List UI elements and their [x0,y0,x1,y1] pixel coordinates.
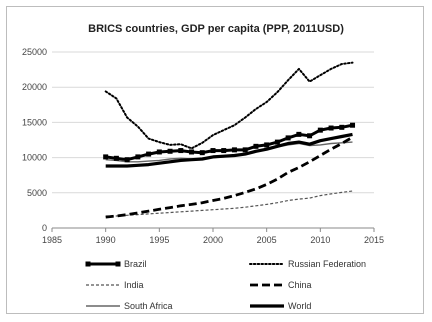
data-point [135,154,141,160]
y-tick-label: 15000 [22,117,47,127]
data-point [253,143,259,149]
legend-marker [85,261,91,267]
data-point [189,149,195,155]
legend-label: India [124,280,144,290]
legend-item: Brazil [85,259,147,269]
x-tick-label: 2010 [310,235,330,245]
series-group [103,61,356,219]
legend-label: Brazil [124,259,147,269]
x-tick-label: 2015 [364,235,384,245]
legend-item: India [86,280,144,290]
legend-label: China [288,280,312,290]
data-point [328,125,334,131]
x-tick-label: 1985 [42,235,62,245]
data-point [103,154,109,160]
data-point [317,127,323,133]
data-point [242,147,248,153]
data-point [146,151,152,157]
y-tick-label: 10000 [22,153,47,163]
data-point [167,148,173,154]
y-tick-label: 25000 [22,47,47,57]
chart-title: BRICS countries, GDP per capita (PPP, 20… [88,23,344,35]
x-tick-label: 2005 [257,235,277,245]
data-point [210,148,216,154]
data-point [307,133,313,139]
y-tick-label: 5000 [27,188,47,198]
legend-item: World [250,301,311,311]
legend-item: South Africa [86,301,173,311]
data-point [231,147,237,153]
legend-item: China [250,280,312,290]
series-line-russian-federation [104,61,354,150]
data-point [264,142,270,148]
series-line-world [105,132,353,168]
data-point [156,149,162,155]
data-point [221,148,227,154]
legend-label: South Africa [124,301,173,311]
series-line-china [105,135,354,219]
legend-label: World [288,301,311,311]
data-point [124,157,130,163]
legend-item: Russian Federation [249,259,366,269]
legend-label: Russian Federation [288,259,366,269]
data-point [113,155,119,161]
series-line-india [105,190,353,217]
data-point [178,148,184,154]
data-point [285,135,291,141]
data-point [296,131,302,137]
chart-frame [6,6,424,314]
legend: Brazil Russian Federation India China South … [85,259,366,311]
axes: 0 5000 10000 15000 20000 25000 1985 1990 1995 200… [22,47,384,245]
data-point [274,139,280,145]
y-tick-label: 20000 [22,82,47,92]
data-point [199,150,205,156]
x-tick-label: 1995 [149,235,169,245]
x-tick-label: 2000 [203,235,223,245]
y-tick-label: 0 [42,223,47,233]
x-tick-label: 1990 [96,235,116,245]
data-point [339,124,345,130]
data-point [350,122,356,128]
legend-marker [115,261,121,267]
